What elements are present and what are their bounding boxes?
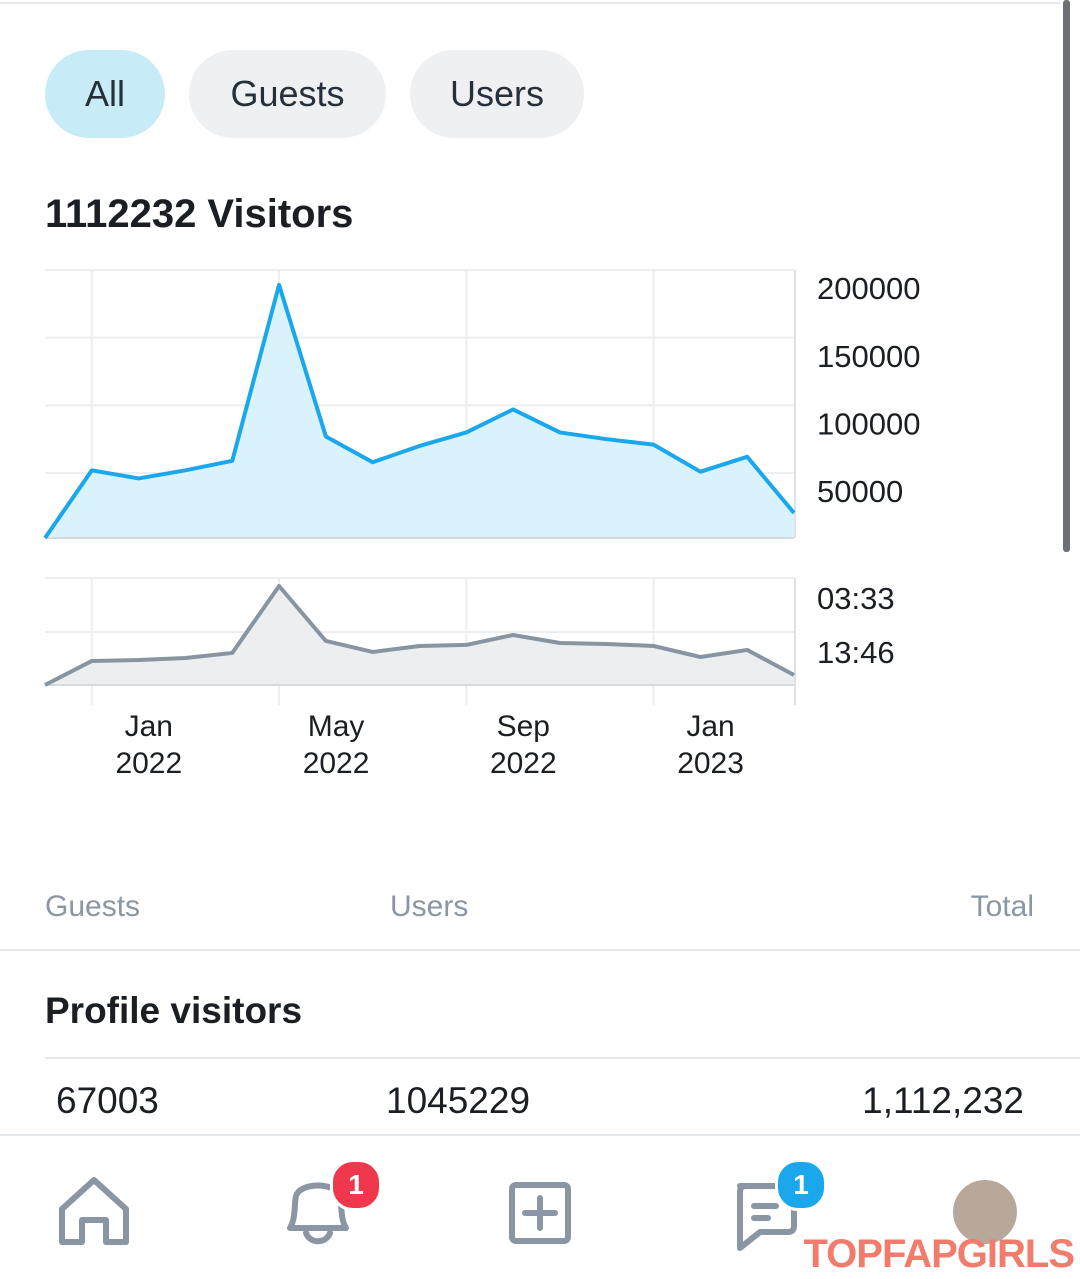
tab-users[interactable]: Users [410,50,584,138]
add-icon[interactable] [509,1182,571,1244]
chart-title: 1112232 Visitors [45,192,354,236]
tab-guests[interactable]: Guests [189,50,386,138]
column-header: Total [970,890,1034,923]
line [43,282,796,540]
x-tick-label: Jan [686,710,734,743]
scrollbar [1063,0,1070,552]
divider [45,1057,1080,1059]
add-plus [522,1195,558,1231]
guests-count: 67003 [56,1080,159,1121]
x-tick-label: 2022 [115,747,182,780]
avatar[interactable] [953,1180,1017,1244]
y-tick-label: 13:46 [817,635,895,670]
notification-badge: 1 [330,1159,382,1211]
section-title: Profile visitors [45,990,303,1031]
x-tick-label: May [308,710,365,743]
divider [0,1134,1080,1136]
bottom-nav [59,1177,1017,1251]
x-tick-label: Jan [125,710,173,743]
x-tick-label: Sep [497,710,550,743]
watermark: TOPFAPGIRLS [803,1232,1075,1276]
total-count: 1,112,232 [862,1080,1024,1121]
tab-all[interactable]: All [45,50,165,138]
users-count: 1045229 [386,1080,531,1121]
y-tick-label: 150000 [817,339,920,374]
y-tick-label: 50000 [817,474,903,509]
y-tick-label: 100000 [817,407,920,442]
y-tick-label: 03:33 [817,581,895,616]
home-icon[interactable] [59,1177,129,1245]
message-badge: 1 [775,1159,827,1211]
y-tick-label: 200000 [817,271,920,306]
area [45,586,794,685]
notifications-icon[interactable] [287,1182,349,1245]
x-tick-label: 2023 [677,747,744,780]
column-header: Users [390,890,469,923]
x-tick-label: 2022 [490,747,557,780]
area [45,284,794,538]
line [44,584,795,687]
divider [0,949,1080,951]
column-header: Guests [45,890,141,923]
x-tick-label: 2022 [303,747,370,780]
top-rule [0,2,1060,4]
charts: 50000 100000 150000 200000 03:33 13:46 Jan 2022… [43,269,920,780]
